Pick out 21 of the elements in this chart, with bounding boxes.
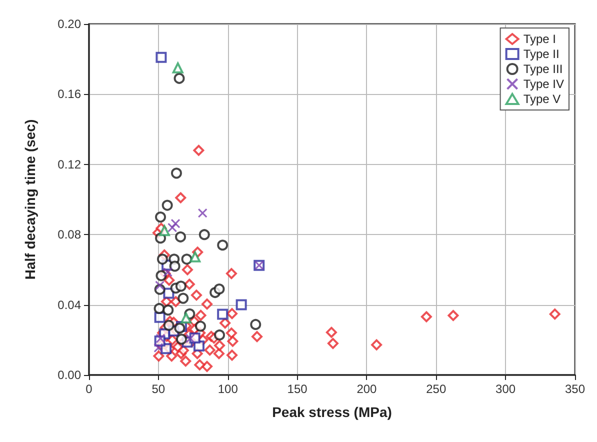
y-tick-label: 0.20 [58, 17, 82, 31]
y-axis-title: Half decaying time (sec) [22, 119, 38, 280]
y-tick-label: 0.16 [58, 87, 82, 102]
x-tick-label: 0 [86, 382, 93, 396]
legend-label: Type II [523, 47, 560, 61]
x-tick-label: 300 [496, 382, 516, 396]
x-tick-label: 150 [287, 382, 308, 396]
x-axis-title: Peak stress (MPa) [272, 404, 392, 420]
x-tick-label: 100 [218, 382, 238, 396]
legend-label: Type III [523, 62, 563, 76]
legend-label: Type I [523, 32, 556, 46]
x-tick-label: 350 [564, 382, 586, 396]
y-tick-label: 0.08 [58, 228, 82, 242]
y-tick-label: 0.04 [58, 298, 82, 312]
y-tick-label: 0.12 [58, 157, 82, 172]
legend-label: Type V [523, 92, 561, 106]
x-tick-label: 200 [356, 382, 378, 396]
y-tick-label: 0.00 [58, 368, 82, 382]
legend-label: Type IV [523, 77, 564, 91]
x-tick-label: 250 [426, 382, 446, 396]
x-tick-label: 50 [152, 382, 166, 396]
